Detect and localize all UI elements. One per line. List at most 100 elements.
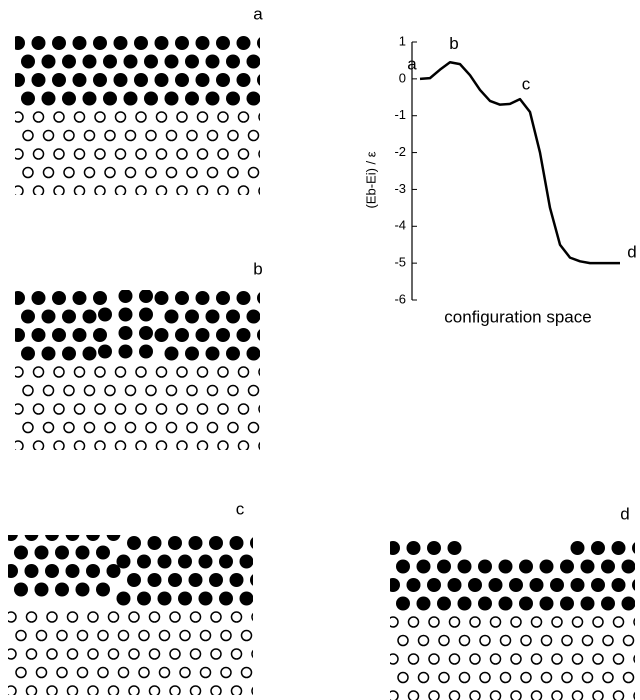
atom: [427, 541, 441, 555]
atom: [510, 653, 522, 665]
atom: [262, 668, 272, 678]
curve: [419, 61, 620, 265]
atom: [570, 578, 585, 592]
atom: [217, 148, 229, 160]
atom: [0, 631, 6, 641]
atom: [123, 54, 138, 69]
atom: [55, 582, 69, 597]
atom: [35, 666, 48, 679]
atom: [540, 671, 553, 684]
atom: [257, 329, 260, 341]
atom: [168, 536, 182, 550]
atom: [0, 112, 3, 122]
atom: [632, 542, 635, 554]
atom: [469, 690, 481, 700]
atom: [539, 559, 554, 574]
atom: [73, 440, 86, 450]
atom: [458, 634, 471, 647]
atom: [114, 440, 127, 450]
atom: [428, 616, 440, 628]
atom: [417, 634, 430, 647]
atom: [94, 440, 106, 450]
atom: [8, 648, 17, 660]
atom: [368, 617, 378, 627]
atom: [551, 653, 563, 665]
atom: [164, 309, 179, 324]
atom: [195, 73, 210, 87]
atom: [24, 564, 39, 578]
atom: [469, 653, 481, 665]
atom: [0, 441, 3, 451]
atom: [169, 611, 181, 623]
panel-label: c: [236, 499, 245, 518]
atom: [230, 648, 243, 660]
atom: [237, 185, 250, 195]
atom: [35, 629, 48, 642]
atom: [489, 653, 502, 665]
atom: [176, 440, 188, 450]
atom: [34, 582, 49, 597]
atom: [93, 291, 107, 305]
atom: [128, 685, 140, 695]
atom: [128, 611, 140, 623]
atom: [262, 631, 272, 641]
atom: [87, 611, 99, 623]
atom: [21, 54, 35, 69]
y-tick-label: -2: [394, 144, 406, 159]
atom: [76, 629, 89, 642]
atom: [41, 346, 56, 361]
atom: [196, 403, 209, 415]
atom: [205, 309, 220, 324]
atom: [116, 591, 131, 606]
atom: [147, 536, 162, 550]
atom: [230, 611, 243, 623]
atom: [65, 564, 80, 578]
y-tick-label: -1: [394, 107, 406, 122]
atom: [237, 403, 250, 415]
atom: [83, 129, 96, 142]
atom: [165, 421, 178, 434]
atom: [188, 536, 203, 550]
atom: [258, 186, 260, 195]
atom: [611, 578, 626, 592]
atom: [478, 596, 492, 611]
atom: [246, 54, 260, 69]
atom: [104, 166, 116, 179]
atom: [179, 666, 191, 679]
y-tick-label: -3: [394, 181, 406, 196]
atom: [251, 612, 253, 622]
atom: [34, 545, 49, 560]
atom: [139, 307, 153, 322]
atom: [267, 310, 281, 324]
atom: [217, 440, 229, 450]
curve-annotation: b: [449, 34, 458, 53]
atom: [396, 596, 410, 611]
atom: [592, 690, 604, 700]
atom: [53, 185, 65, 195]
atom: [397, 634, 409, 647]
atom: [127, 573, 141, 587]
atom: [76, 666, 89, 679]
atom: [3, 386, 13, 396]
atom: [154, 36, 169, 50]
atom: [175, 328, 189, 342]
atom: [0, 149, 3, 159]
atom: [226, 346, 240, 361]
atom: [135, 111, 147, 123]
atom: [570, 541, 585, 555]
atom: [457, 596, 472, 611]
atom: [96, 545, 110, 560]
atom: [124, 421, 137, 434]
atom: [530, 653, 543, 665]
atom: [145, 166, 157, 179]
atom: [366, 541, 380, 555]
atom: [22, 421, 34, 434]
atom: [468, 578, 482, 592]
atom: [3, 168, 13, 178]
atom: [8, 564, 18, 578]
atom: [236, 291, 251, 305]
atom: [15, 629, 27, 642]
atom: [83, 384, 96, 397]
atom: [134, 73, 148, 87]
curve-annotation: c: [522, 75, 531, 94]
